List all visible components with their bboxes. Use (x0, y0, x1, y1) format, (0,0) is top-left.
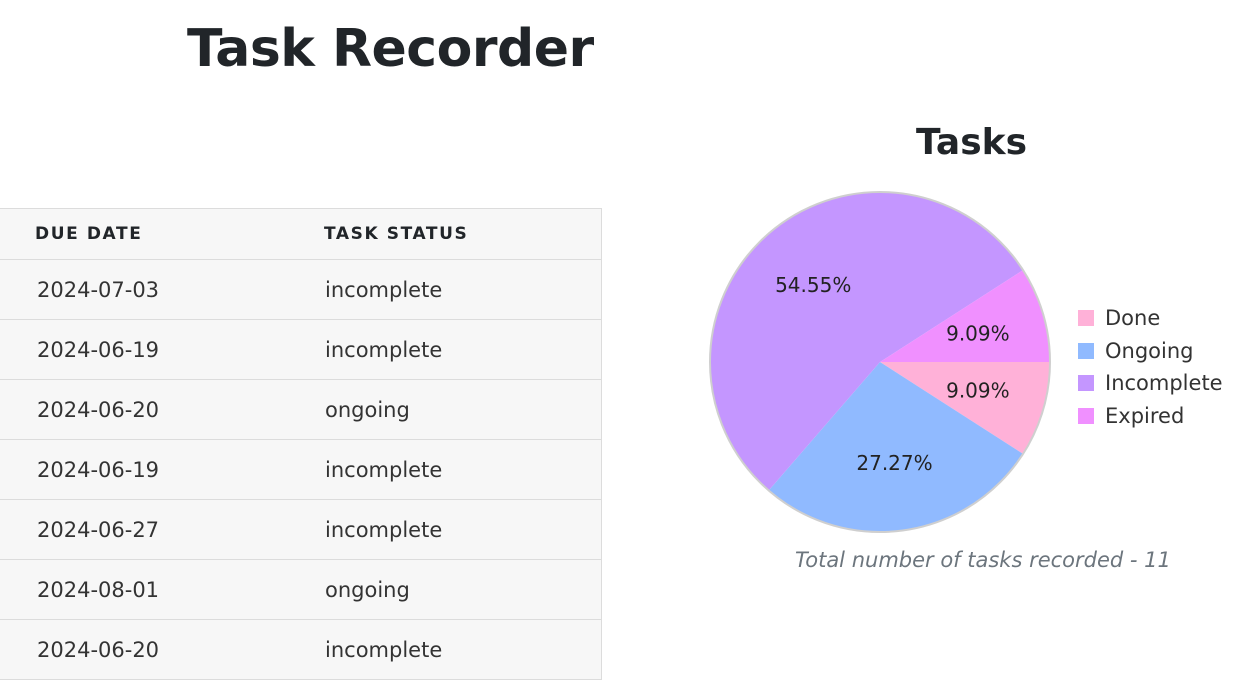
due-date-cell: 2024-08-01 (0, 559, 289, 620)
table-row[interactable]: 2024-06-20 ongoing (0, 379, 601, 440)
table-row[interactable]: 2024-06-27 incomplete (0, 499, 601, 560)
chart-legend: Done Ongoing Incomplete Expired (1078, 302, 1223, 432)
pie-slice-label-done: 9.09% (946, 379, 1010, 403)
due-date-cell: 2024-06-20 (0, 379, 289, 440)
task-status-cell: incomplete (289, 319, 601, 380)
table-row[interactable]: 2024-06-19 incomplete (0, 319, 601, 380)
legend-item-ongoing[interactable]: Ongoing (1078, 335, 1223, 368)
page-title: Task Recorder (187, 19, 594, 79)
legend-item-incomplete[interactable]: Incomplete (1078, 367, 1223, 400)
legend-label: Done (1105, 306, 1161, 331)
legend-swatch (1078, 375, 1094, 392)
pie-slice-expired[interactable] (880, 270, 1050, 362)
table-row[interactable]: 2024-06-19 incomplete (0, 439, 601, 500)
legend-label: Incomplete (1105, 371, 1223, 396)
task-status-cell: incomplete (289, 499, 601, 560)
pie-slice-ongoing[interactable] (768, 362, 1024, 532)
pie-slice-done[interactable] (880, 362, 1050, 454)
chart-title: Tasks (916, 122, 1028, 163)
pie-outline (709, 191, 1051, 533)
column-header-due-date[interactable]: DUE DATE (0, 209, 289, 260)
legend-swatch (1078, 310, 1094, 327)
legend-label: Expired (1105, 403, 1185, 428)
table-row[interactable]: 2024-06-20 incomplete (0, 619, 601, 680)
legend-swatch (1078, 407, 1094, 424)
pie-chart: 9.09% 27.27% 54.55% 9.09% (709, 191, 1051, 533)
task-status-cell: incomplete (289, 439, 601, 500)
legend-item-expired[interactable]: Expired (1078, 400, 1223, 433)
tasks-table-container: DUE DATE TASK STATUS 2024-07-03 incomple… (0, 208, 602, 680)
pie-slice-label-expired: 9.09% (946, 321, 1010, 345)
table-row[interactable]: 2024-08-01 ongoing (0, 559, 601, 620)
due-date-cell: 2024-06-19 (0, 439, 289, 500)
legend-label: Ongoing (1105, 338, 1194, 363)
tasks-table: DUE DATE TASK STATUS 2024-07-03 incomple… (0, 209, 601, 680)
legend-swatch (1078, 342, 1094, 359)
column-header-task-status[interactable]: TASK STATUS (289, 209, 601, 260)
table-header-row: DUE DATE TASK STATUS (0, 209, 601, 260)
pie-slice-label-incomplete: 54.55% (775, 273, 851, 297)
due-date-cell: 2024-06-20 (0, 619, 289, 680)
due-date-cell: 2024-07-03 (0, 259, 289, 320)
due-date-cell: 2024-06-27 (0, 499, 289, 560)
total-tasks-caption: Total number of tasks recorded - 11 (795, 548, 1171, 572)
due-date-cell: 2024-06-19 (0, 319, 289, 380)
table-row[interactable]: 2024-07-03 incomplete (0, 259, 601, 320)
tasks-chart-panel: Tasks 9.09% 27.27% 54.55% 9.09% Done Ongoing… (700, 118, 1230, 588)
legend-item-done[interactable]: Done (1078, 302, 1223, 335)
task-status-cell: incomplete (289, 619, 601, 680)
pie-slice-incomplete[interactable] (709, 191, 1024, 491)
task-status-cell: incomplete (289, 259, 601, 320)
task-status-cell: ongoing (289, 559, 601, 620)
pie-slice-label-ongoing: 27.27% (856, 451, 932, 475)
task-status-cell: ongoing (289, 379, 601, 440)
